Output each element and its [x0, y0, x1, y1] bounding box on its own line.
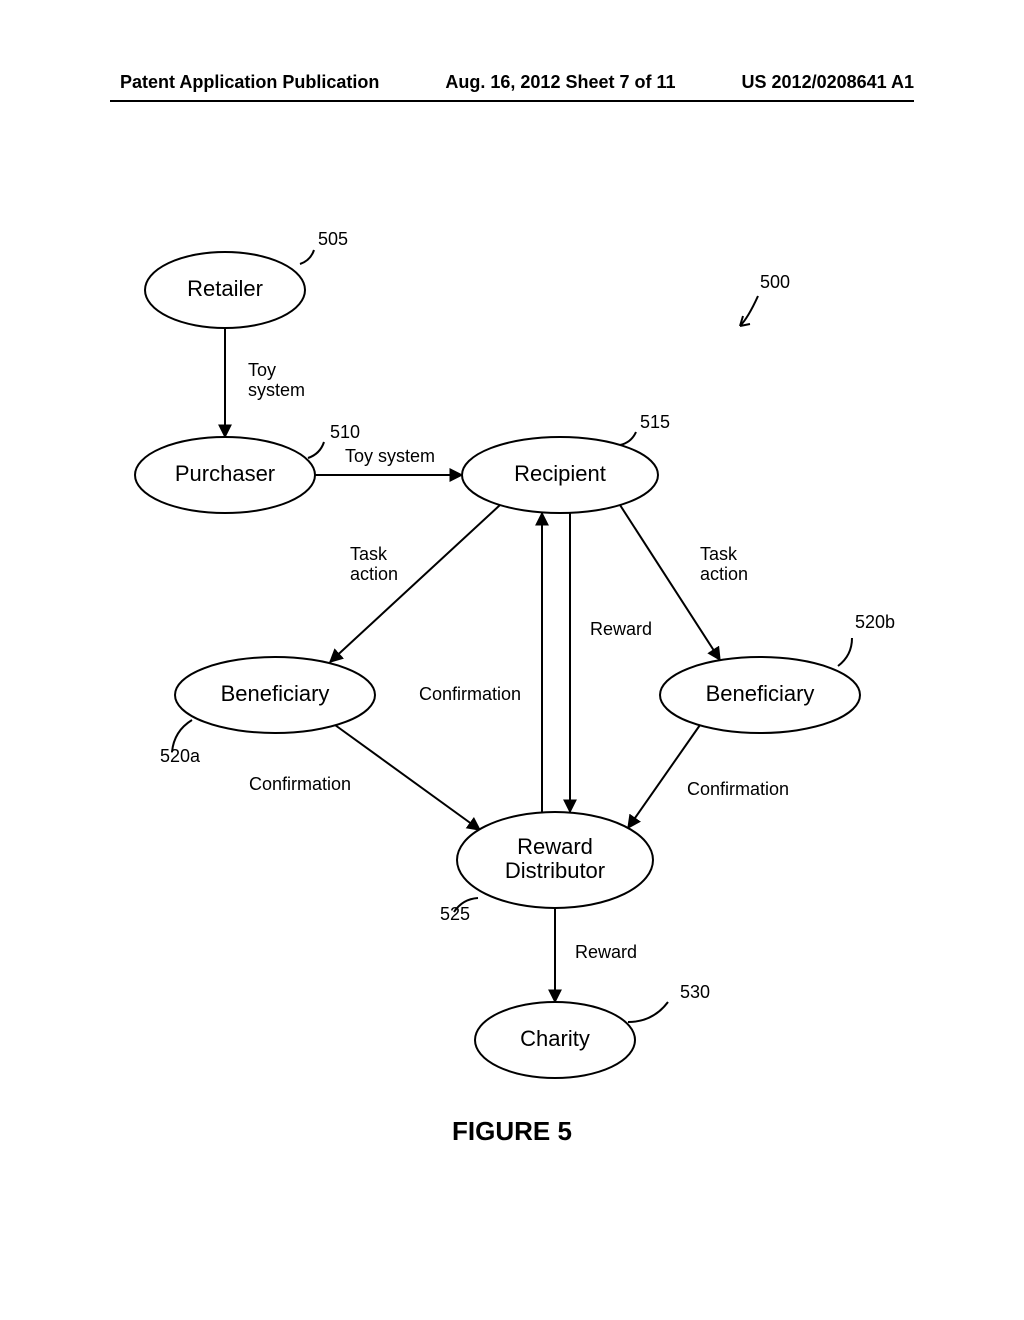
edge-line: [335, 725, 480, 830]
edge-purchaser-to-recipient: Toy system: [315, 446, 462, 475]
figure-caption: FIGURE 5: [452, 1116, 572, 1146]
edge-label: Reward: [575, 942, 637, 962]
edge-benB-to-reward: Confirmation: [628, 725, 789, 828]
ref-label-520b: 520b: [855, 612, 895, 632]
edge-label: Confirmation: [249, 774, 351, 794]
node-label: Beneficiary: [221, 681, 330, 706]
node-label: Recipient: [514, 461, 606, 486]
edge-retailer-to-purchaser: Toysystem: [225, 328, 305, 437]
ref-label-515: 515: [640, 412, 670, 432]
ref-tick: [620, 432, 636, 445]
node-benB: Beneficiary 520b: [660, 612, 895, 733]
node-label: Distributor: [505, 858, 605, 883]
edge-reward-to-recipient: Reward: [542, 513, 652, 812]
ref-label-505: 505: [318, 229, 348, 249]
node-purchaser: Purchaser 510: [135, 422, 360, 513]
overall-ref: 500: [740, 272, 790, 326]
edge-recipient-to-benA: Taskaction: [330, 505, 500, 662]
edge-label: Toy system: [345, 446, 435, 466]
figure-5-diagram: 500 ToysystemToy systemTaskactionTaskact…: [0, 0, 1024, 1320]
edge-label: Confirmation: [687, 779, 789, 799]
edge-label: Task: [350, 544, 388, 564]
ref-tick: [838, 638, 852, 666]
ref-label-510: 510: [330, 422, 360, 442]
ref-500-tick: [740, 296, 758, 326]
node-benA: Beneficiary 520a: [160, 657, 375, 766]
node-label: Purchaser: [175, 461, 275, 486]
edge-benA-to-reward: Confirmation: [249, 725, 480, 830]
node-label: Charity: [520, 1026, 590, 1051]
ref-tick: [308, 442, 324, 458]
node-retailer: Retailer 505: [145, 229, 348, 328]
node-label: Reward: [517, 834, 593, 859]
ref-label-525: 525: [440, 904, 470, 924]
node-recipient: Recipient 515: [462, 412, 670, 513]
ref-tick: [300, 250, 314, 264]
edge-label: action: [350, 564, 398, 584]
edge-label: Confirmation: [419, 684, 521, 704]
nodes: Retailer 505 Purchaser 510 Recipient 515 Benef…: [135, 229, 895, 1078]
node-label: Beneficiary: [706, 681, 815, 706]
ref-label-520a: 520a: [160, 746, 201, 766]
edge-label: Toy: [248, 360, 276, 380]
edge-label: Task: [700, 544, 738, 564]
ref-tick: [628, 1002, 668, 1022]
node-label: Retailer: [187, 276, 263, 301]
edge-reward-to-charity: Reward: [555, 908, 637, 1002]
node-reward: RewardDistributor 525: [440, 812, 653, 924]
ref-500-label: 500: [760, 272, 790, 292]
ref-label-530: 530: [680, 982, 710, 1002]
edge-label: system: [248, 380, 305, 400]
edge-label: Reward: [590, 619, 652, 639]
edge-line: [628, 725, 700, 828]
node-charity: Charity 530: [475, 982, 710, 1078]
page: { "header": { "left": "Patent Applicatio…: [0, 0, 1024, 1320]
edge-label: action: [700, 564, 748, 584]
